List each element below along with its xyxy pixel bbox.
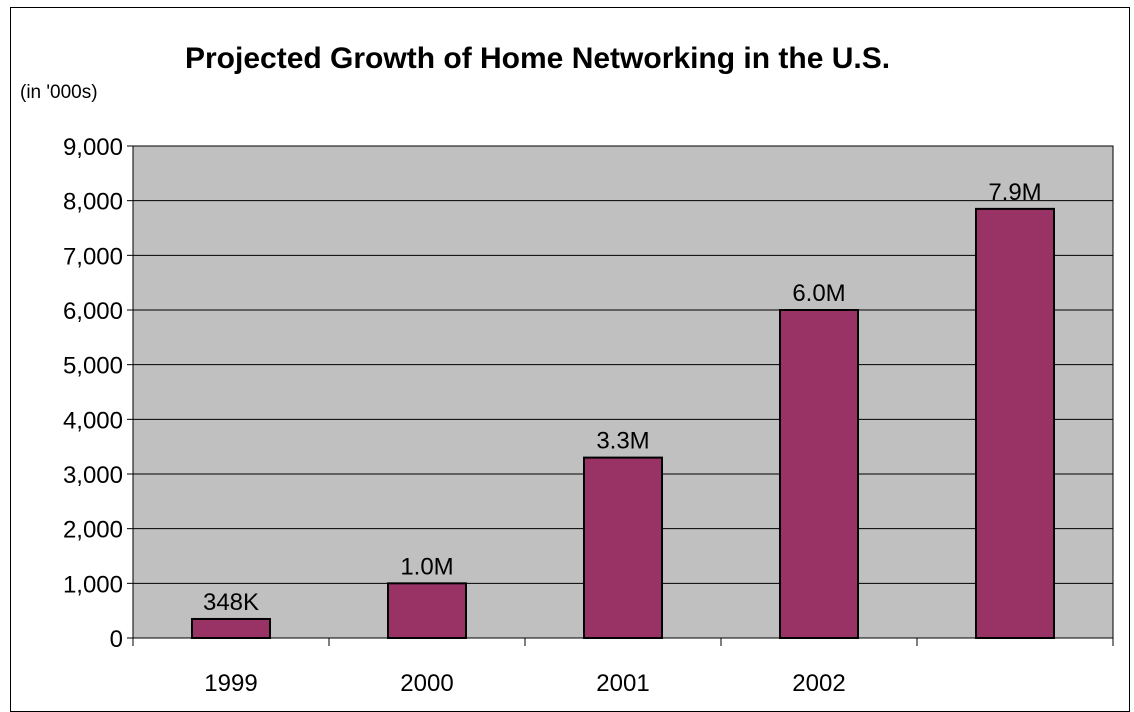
data-label: 7.9M — [988, 179, 1041, 206]
y-tick-label: 1,000 — [63, 571, 123, 598]
y-tick-label: 3,000 — [63, 462, 123, 489]
y-tick-label: 5,000 — [63, 353, 123, 380]
bar — [780, 310, 858, 638]
data-label: 1.0M — [400, 553, 453, 580]
y-tick-label: 7,000 — [63, 243, 123, 270]
y-tick-labels: 0 1,000 2,000 3,000 4,000 5,000 6,000 7,000 8,00… — [63, 134, 123, 653]
y-tick-label: 6,000 — [63, 298, 123, 325]
y-tick-label: 8,000 — [63, 189, 123, 216]
x-tick-labels: 1999 2000 2001 2002 — [204, 670, 845, 697]
data-label: 6.0M — [792, 280, 845, 307]
y-tick-label: 0 — [110, 626, 123, 653]
bar — [388, 583, 466, 638]
data-label: 3.3M — [596, 428, 649, 455]
bar — [584, 458, 662, 638]
x-tick-label: 1999 — [204, 670, 257, 697]
bar — [192, 619, 270, 638]
y-tick-label: 9,000 — [63, 134, 123, 161]
bar — [976, 209, 1054, 638]
x-tick-label: 2002 — [792, 670, 845, 697]
data-label: 348K — [203, 589, 259, 616]
y-tick-label: 4,000 — [63, 407, 123, 434]
x-tick-label: 2000 — [400, 670, 453, 697]
y-tick-label: 2,000 — [63, 517, 123, 544]
x-tick-label: 2001 — [596, 670, 649, 697]
